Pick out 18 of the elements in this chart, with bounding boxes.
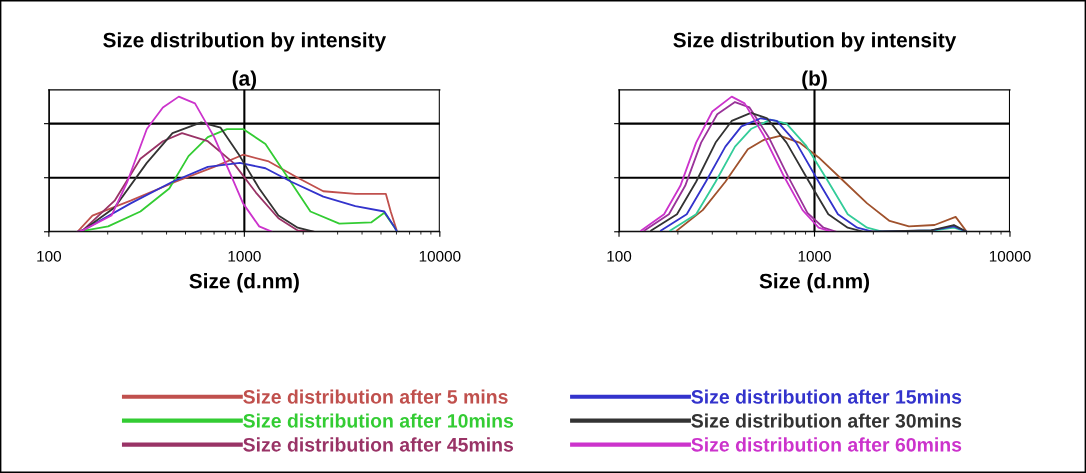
chart-subtitle: (a)	[232, 70, 257, 90]
chart-title: Size distribution by intensity	[103, 32, 387, 52]
x-axis-title: Size (d.nm)	[759, 273, 870, 293]
text: Size distribution after 60mins	[691, 437, 962, 452]
chart-title: Size distribution by intensity	[673, 32, 957, 52]
chart-subtitle: (b)	[802, 70, 827, 90]
text: Size distribution after 10mins	[243, 413, 514, 428]
x-axis-title: Size (d.nm)	[189, 273, 299, 293]
text: Size distribution after 45mins	[243, 437, 514, 452]
text: Size distribution after 15mins	[691, 389, 962, 404]
text: Size distribution after 30mins	[691, 413, 962, 428]
x-tick-label: 1000	[798, 250, 831, 262]
x-tick-label: 10000	[989, 250, 1031, 262]
text: Size distribution after 5 mins	[243, 389, 508, 404]
x-tick-label: 100	[607, 250, 632, 262]
x-tick-label: 100	[37, 250, 62, 262]
x-tick-label: 10000	[419, 250, 461, 262]
x-tick-label: 1000	[228, 250, 261, 262]
